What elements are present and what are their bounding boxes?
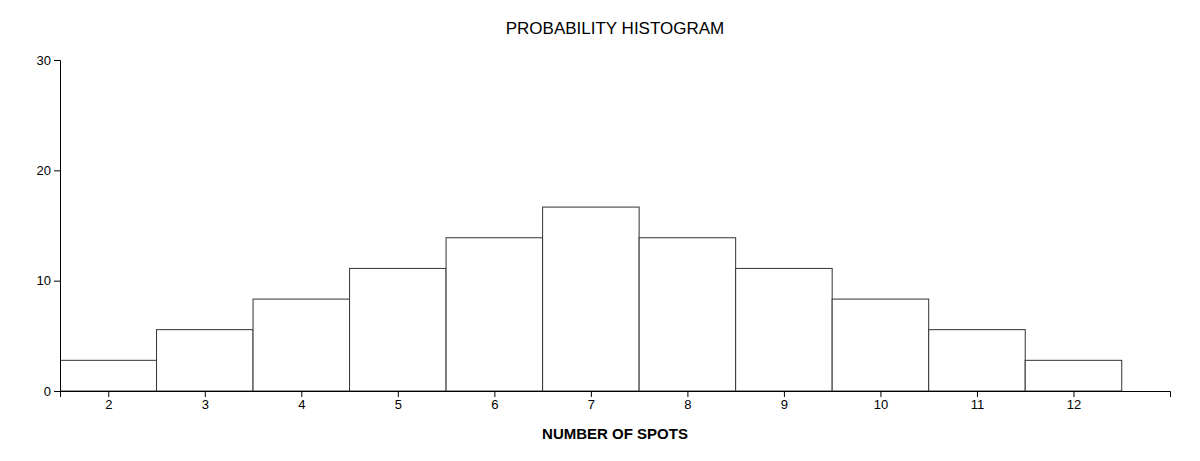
bar	[253, 299, 350, 391]
chart: 2 3 4 5 6 7 8 9 10 11 12 0 10 20 30 PROBABILITY HISTOGR…	[0, 0, 1200, 461]
tick: 12	[1067, 391, 1081, 412]
tick-label: 0	[44, 384, 51, 399]
tick-label: 7	[588, 397, 595, 412]
tick-mark	[54, 391, 60, 392]
tick-mark	[54, 281, 60, 282]
tick: 20	[37, 163, 60, 178]
bar	[350, 268, 447, 391]
bar	[736, 268, 833, 391]
tick: 9	[781, 391, 788, 412]
tick-label: 8	[684, 397, 691, 412]
tick: 30	[37, 53, 60, 68]
tick-mark	[880, 391, 881, 397]
tick: 11	[971, 391, 985, 412]
tick-label: 12	[1067, 397, 1081, 412]
bars	[60, 207, 1122, 391]
tick-mark	[784, 391, 785, 397]
tick: 2	[105, 391, 112, 412]
bar	[446, 238, 543, 391]
tick-label: 6	[491, 397, 498, 412]
tick-label: 10	[874, 397, 888, 412]
x-axis-line	[61, 392, 1171, 398]
title: PROBABILITY HISTOGRAM	[506, 19, 725, 38]
x-axis: 2 3 4 5 6 7 8 9 10 11 12	[61, 391, 1171, 412]
bar	[639, 238, 736, 391]
bar	[60, 360, 157, 391]
tick-mark	[591, 391, 592, 397]
tick-mark	[54, 60, 60, 61]
tick: 10	[37, 273, 60, 288]
tick: 3	[202, 391, 209, 412]
tick-label: 4	[298, 397, 305, 412]
x-axis-title: NUMBER OF SPOTS	[542, 425, 688, 442]
tick-mark	[1073, 391, 1074, 397]
tick-label: 20	[37, 163, 51, 178]
tick-label: 2	[105, 397, 112, 412]
tick: 4	[298, 391, 305, 412]
plot: 2 3 4 5 6 7 8 9 10 11 12 0 10 20 30	[37, 53, 1171, 413]
tick: 5	[395, 391, 402, 412]
tick-mark	[301, 391, 302, 397]
bar	[832, 299, 929, 391]
y-axis-line	[54, 61, 61, 392]
tick-mark	[977, 391, 978, 397]
bar	[543, 207, 640, 391]
tick-label: 30	[37, 53, 51, 68]
tick-mark	[205, 391, 206, 397]
tick: 6	[491, 391, 498, 412]
bar	[1025, 360, 1122, 391]
tick-mark	[398, 391, 399, 397]
y-axis: 0 10 20 30	[37, 53, 61, 399]
tick-mark	[494, 391, 495, 397]
tick-mark	[54, 170, 60, 171]
bar	[157, 330, 254, 391]
tick-mark	[108, 391, 109, 397]
tick: 0	[44, 384, 60, 399]
tick-label: 9	[781, 397, 788, 412]
tick: 8	[684, 391, 691, 412]
tick: 7	[588, 391, 595, 412]
tick: 10	[874, 391, 888, 412]
tick-label: 3	[202, 397, 209, 412]
tick-label: 5	[395, 397, 402, 412]
tick-mark	[687, 391, 688, 397]
tick-label: 10	[37, 273, 51, 288]
bar	[929, 330, 1026, 391]
tick-label: 11	[971, 397, 985, 412]
